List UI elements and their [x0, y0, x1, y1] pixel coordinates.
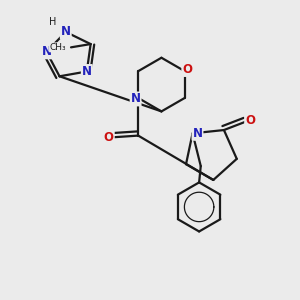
Text: O: O	[182, 63, 192, 76]
Text: O: O	[104, 131, 114, 144]
Text: O: O	[245, 114, 255, 127]
Text: N: N	[61, 26, 71, 38]
Text: N: N	[130, 92, 141, 106]
Text: CH₃: CH₃	[50, 43, 66, 52]
Text: N: N	[41, 45, 52, 58]
Text: N: N	[82, 65, 92, 78]
Text: N: N	[193, 127, 202, 140]
Text: H: H	[49, 17, 56, 27]
